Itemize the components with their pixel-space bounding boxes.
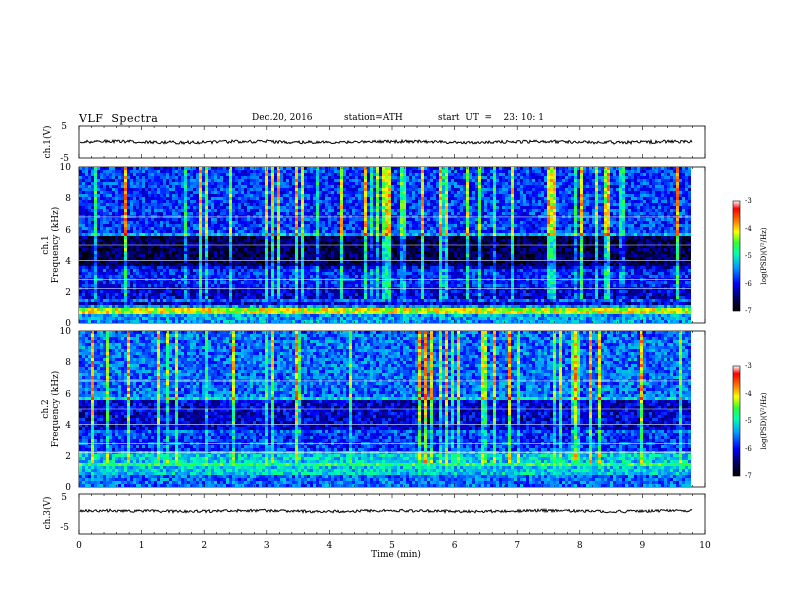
ch1-spec-ylabel: ch.1 — [41, 235, 51, 254]
ch2-cbar-label: log(PSD)(V²/Hz) — [760, 392, 768, 449]
ch1-ylabel: ch.1(V) — [42, 126, 53, 159]
ch2-ytick-6: 6 — [65, 390, 71, 400]
x-tick-label-8: 8 — [577, 541, 583, 551]
ch2-cbar-tick-6: -6 — [745, 445, 752, 453]
ch2-cbar-tick-5: -5 — [745, 417, 752, 425]
ch2-ytick-0: 0 — [65, 483, 71, 493]
x-tick-label-1: 1 — [139, 541, 145, 551]
x-tick-label-9: 9 — [640, 541, 646, 551]
ch1-ytick-10: 10 — [60, 163, 72, 173]
ch2-spectrogram-panel: 0 2 4 6 8 10 ch.2 Frequency (kHz) -3 -4 … — [41, 327, 768, 493]
ch2-ytick-2: 2 — [65, 452, 71, 462]
ch1-spec-ylabel-freq: Frequency (kHz) — [50, 207, 61, 284]
ch1-cbar-tick-5: -5 — [745, 252, 752, 260]
ch2-ytick-4: 4 — [65, 421, 71, 431]
ch2-colorbar — [733, 366, 740, 476]
x-axis-label: Time (min) — [371, 549, 421, 560]
ch3-waveform-panel: 5 -5 ch.3(V) — [42, 493, 705, 534]
ch3-ytick-top: 5 — [61, 493, 67, 503]
x-tick-label-6: 6 — [452, 541, 458, 551]
x-tick-label-10: 10 — [699, 541, 711, 551]
x-tick-label-2: 2 — [201, 541, 207, 551]
ch1-ytick-4: 4 — [65, 257, 71, 267]
x-tick-label-0: 0 — [76, 541, 82, 551]
ch3-ytick-bottom: -5 — [60, 523, 69, 533]
ch1-spectrogram-panel: 0 2 4 6 8 10 ch.1 Frequency (kHz) -3 -4 … — [41, 163, 768, 329]
ch1-ytick-top: 5 — [61, 122, 67, 132]
ch1-ytick-2: 2 — [65, 288, 71, 298]
ch2-spectrogram-image — [79, 331, 692, 487]
ch1-cbar-tick-6: -6 — [745, 280, 752, 288]
ch1-colorbar — [733, 201, 740, 311]
ch1-cbar-tick-7: -7 — [745, 307, 752, 315]
ch1-cbar-tick-3: -3 — [745, 197, 752, 205]
ch3-waveform-frame — [79, 494, 705, 534]
ch3-ylabel: ch.3(V) — [42, 497, 53, 530]
ch1-spectrogram-image — [79, 167, 692, 323]
ch1-cbar-tick-4: -4 — [745, 225, 752, 233]
ch2-ytick-8: 8 — [65, 358, 71, 368]
ch1-cbar-label: log(PSD)(V²/Hz) — [760, 227, 768, 284]
ch2-cbar-tick-3: -3 — [745, 362, 752, 370]
ch2-spec-ylabel: ch.2 — [41, 399, 51, 418]
x-tick-label-4: 4 — [327, 541, 333, 551]
ch2-ytick-10: 10 — [60, 327, 72, 337]
x-tick-label-3: 3 — [264, 541, 270, 551]
ch2-spec-ylabel-freq: Frequency (kHz) — [50, 371, 61, 448]
ch1-ytick-8: 8 — [65, 194, 71, 204]
ch2-cbar-tick-7: -7 — [745, 472, 752, 480]
x-tick-label-7: 7 — [514, 541, 520, 551]
ch2-cbar-tick-4: -4 — [745, 390, 752, 398]
ch1-ytick-6: 6 — [65, 226, 71, 236]
